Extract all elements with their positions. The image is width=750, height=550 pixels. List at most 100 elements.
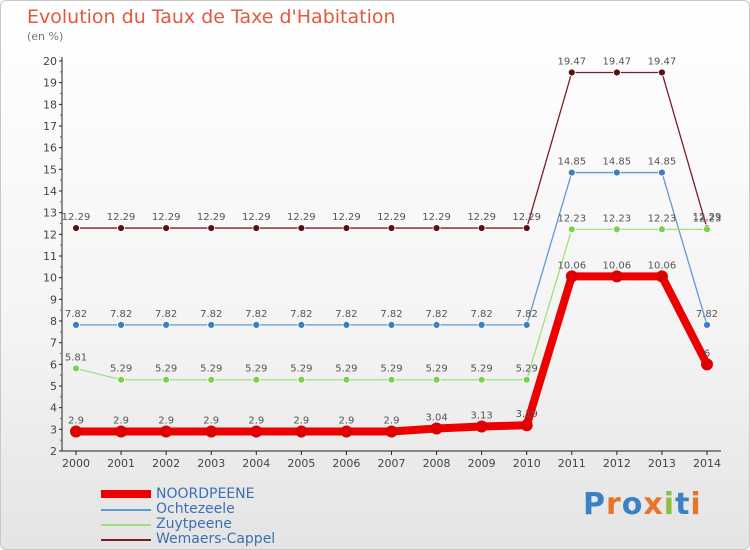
data-point-zuytpeene bbox=[72, 364, 80, 373]
series-line-zuytpeene bbox=[75, 228, 708, 381]
logo-letter: r bbox=[606, 487, 622, 522]
data-point-noordpeene bbox=[115, 425, 128, 438]
data-point-ochtezeele bbox=[477, 320, 486, 329]
data-point-wemaers-cappel bbox=[342, 224, 351, 232]
data-label-wemaers-cappel: 12.29 bbox=[512, 212, 541, 223]
data-point-zuytpeene bbox=[522, 375, 531, 384]
data-point-noordpeene bbox=[385, 425, 398, 438]
data-label-zuytpeene: 5.29 bbox=[200, 364, 222, 375]
data-label-noordpeene: 2.9 bbox=[293, 416, 309, 427]
logo-letter: P bbox=[583, 487, 606, 522]
proxiti-logo: Proxiti bbox=[583, 487, 702, 522]
data-point-wemaers-cappel bbox=[252, 224, 261, 232]
data-point-wemaers-cappel bbox=[387, 224, 396, 232]
data-point-ochtezeele bbox=[342, 320, 351, 329]
data-point-wemaers-cappel bbox=[72, 224, 80, 232]
data-label-ochtezeele: 7.82 bbox=[110, 309, 132, 320]
legend-label: Ochtezeele bbox=[156, 501, 235, 517]
x-tick-label: 2013 bbox=[648, 457, 676, 470]
data-point-ochtezeele bbox=[297, 320, 306, 329]
data-label-noordpeene: 10.06 bbox=[648, 260, 677, 271]
data-label-wemaers-cappel: 12.29 bbox=[332, 212, 361, 223]
data-point-zuytpeene bbox=[162, 375, 171, 384]
data-point-wemaers-cappel bbox=[567, 68, 576, 77]
data-label-wemaers-cappel: 12.29 bbox=[107, 212, 136, 223]
data-point-noordpeene bbox=[250, 425, 263, 438]
data-label-ochtezeele: 7.82 bbox=[471, 309, 493, 320]
data-label-zuytpeene: 12.23 bbox=[693, 213, 722, 224]
data-label-zuytpeene: 5.29 bbox=[471, 364, 493, 375]
data-label-wemaers-cappel: 12.29 bbox=[152, 212, 181, 223]
data-label-ochtezeele: 7.82 bbox=[335, 309, 357, 320]
x-tick-label: 2014 bbox=[693, 457, 721, 470]
y-tick-label: 19 bbox=[43, 77, 57, 90]
data-label-zuytpeene: 12.23 bbox=[557, 213, 586, 224]
data-label-zuytpeene: 5.81 bbox=[65, 352, 87, 363]
data-point-noordpeene bbox=[565, 270, 578, 283]
data-label-zuytpeene: 5.29 bbox=[425, 364, 447, 375]
data-point-noordpeene bbox=[701, 358, 713, 371]
data-label-ochtezeele: 14.85 bbox=[603, 157, 632, 168]
data-point-ochtezeele bbox=[703, 320, 711, 329]
data-label-wemaers-cappel: 12.29 bbox=[287, 212, 316, 223]
x-tick-label: 2005 bbox=[287, 457, 315, 470]
data-label-wemaers-cappel: 12.29 bbox=[467, 212, 496, 223]
data-point-ochtezeele bbox=[117, 320, 125, 329]
x-tick-label: 2011 bbox=[558, 457, 586, 470]
data-point-zuytpeene bbox=[117, 375, 125, 384]
data-label-ochtezeele: 7.82 bbox=[65, 309, 87, 320]
data-point-noordpeene bbox=[475, 420, 488, 433]
data-point-zuytpeene bbox=[658, 225, 666, 234]
y-tick-label: 13 bbox=[43, 207, 57, 220]
data-label-zuytpeene: 5.29 bbox=[335, 364, 357, 375]
x-tick-label: 2001 bbox=[107, 457, 135, 470]
data-point-zuytpeene bbox=[342, 375, 351, 384]
data-label-zuytpeene: 5.29 bbox=[110, 364, 132, 375]
data-label-ochtezeele: 7.82 bbox=[200, 309, 222, 320]
y-tick-label: 7 bbox=[50, 337, 57, 350]
x-tick-label: 2000 bbox=[62, 457, 90, 470]
data-label-ochtezeele: 7.82 bbox=[425, 309, 447, 320]
y-tick-label: 9 bbox=[50, 293, 57, 306]
data-point-ochtezeele bbox=[252, 320, 261, 329]
logo-letter: t bbox=[675, 487, 691, 522]
data-point-ochtezeele bbox=[612, 168, 621, 177]
data-point-zuytpeene bbox=[207, 375, 216, 384]
legend-swatch bbox=[101, 509, 151, 511]
data-label-noordpeene: 10.06 bbox=[603, 260, 632, 271]
chart-title: Evolution du Taux de Taxe d'Habitation bbox=[27, 6, 396, 28]
data-label-zuytpeene: 5.29 bbox=[155, 364, 177, 375]
y-tick-label: 12 bbox=[43, 228, 57, 241]
legend-label: Zuytpeene bbox=[156, 516, 232, 532]
data-label-noordpeene: 2.9 bbox=[338, 416, 354, 427]
data-point-wemaers-cappel bbox=[117, 224, 125, 232]
x-tick-label: 2006 bbox=[332, 457, 360, 470]
y-tick-label: 18 bbox=[43, 98, 57, 111]
data-label-noordpeene: 2.9 bbox=[68, 416, 84, 427]
y-tick-label: 3 bbox=[50, 423, 57, 436]
data-label-noordpeene: 3.13 bbox=[471, 411, 493, 422]
data-label-zuytpeene: 5.29 bbox=[516, 364, 538, 375]
data-point-noordpeene bbox=[340, 425, 353, 438]
data-label-zuytpeene: 5.29 bbox=[245, 364, 267, 375]
data-label-ochtezeele: 7.82 bbox=[380, 309, 402, 320]
data-label-zuytpeene: 5.29 bbox=[380, 364, 402, 375]
data-label-ochtezeele: 7.82 bbox=[245, 309, 267, 320]
series-line-noordpeene bbox=[72, 272, 711, 436]
data-point-ochtezeele bbox=[432, 320, 441, 329]
y-tick-label: 2 bbox=[50, 445, 57, 458]
unit-label: (en %) bbox=[27, 30, 64, 43]
data-point-wemaers-cappel bbox=[432, 224, 441, 232]
data-point-ochtezeele bbox=[522, 320, 531, 329]
data-label-wemaers-cappel: 12.29 bbox=[242, 212, 271, 223]
legend-swatch bbox=[101, 524, 151, 526]
data-label-zuytpeene: 5.29 bbox=[290, 364, 312, 375]
data-label-wemaers-cappel: 12.29 bbox=[62, 212, 91, 223]
data-point-wemaers-cappel bbox=[162, 224, 171, 232]
data-point-zuytpeene bbox=[297, 375, 306, 384]
y-tick-label: 16 bbox=[43, 142, 57, 155]
data-point-zuytpeene bbox=[432, 375, 441, 384]
x-tick-label: 2007 bbox=[378, 457, 406, 470]
